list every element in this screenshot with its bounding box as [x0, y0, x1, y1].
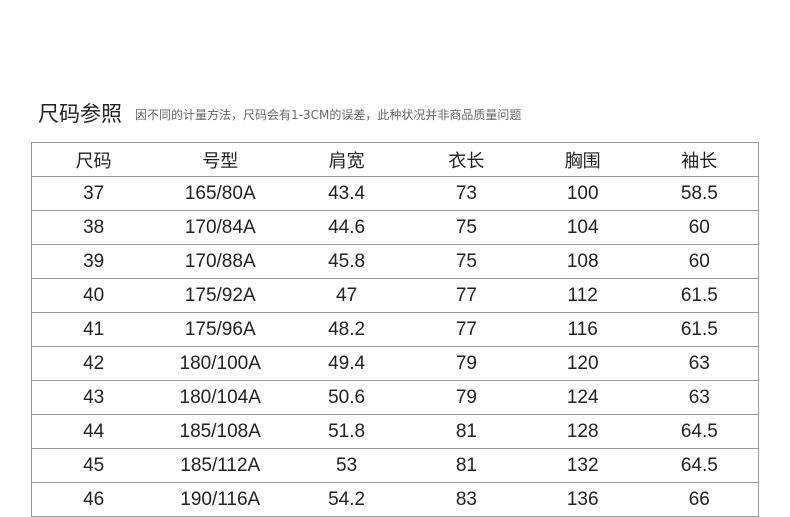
- table-cell: 64.5: [640, 448, 759, 483]
- header-row: 尺码 号型 肩宽 衣长 胸围 袖长: [31, 142, 759, 177]
- table-cell: 39: [31, 244, 156, 279]
- table-cell: 81: [407, 414, 525, 449]
- table-cell: 44: [31, 414, 156, 449]
- table-cell: 132: [524, 448, 641, 483]
- table-cell: 63: [640, 380, 759, 415]
- table-row: 43 180/104A 50.6 79 124 63: [31, 380, 759, 415]
- column-header: 袖长: [640, 142, 759, 177]
- table-cell: 185/108A: [155, 414, 286, 449]
- table-cell: 41: [31, 312, 156, 347]
- table-cell: 38: [31, 210, 156, 245]
- table-row: 44 185/108A 51.8 81 128 64.5: [31, 414, 759, 449]
- table-cell: 108: [524, 244, 641, 279]
- table-cell: 64.5: [640, 414, 759, 449]
- table-cell: 79: [407, 380, 525, 415]
- table-cell: 47: [285, 278, 408, 313]
- table-cell: 75: [407, 244, 525, 279]
- table-cell: 128: [524, 414, 641, 449]
- table-cell: 45.8: [285, 244, 408, 279]
- size-table: 尺码 号型 肩宽 衣长 胸围 袖长 37 165/80A 43.4 73 100 58.5 38 170…: [31, 142, 759, 517]
- table-row: 42 180/100A 49.4 79 120 63: [31, 346, 759, 381]
- table-cell: 63: [640, 346, 759, 381]
- table-cell: 58.5: [640, 176, 759, 211]
- table-cell: 190/116A: [155, 482, 286, 517]
- table-cell: 175/92A: [155, 278, 286, 313]
- table-cell: 48.2: [285, 312, 408, 347]
- table-cell: 185/112A: [155, 448, 286, 483]
- table-cell: 61.5: [640, 312, 759, 347]
- table-cell: 180/104A: [155, 380, 286, 415]
- table-cell: 104: [524, 210, 641, 245]
- column-header: 胸围: [524, 142, 641, 177]
- table-cell: 37: [31, 176, 156, 211]
- table-cell: 77: [407, 312, 525, 347]
- table-cell: 81: [407, 448, 525, 483]
- table-row: 39 170/88A 45.8 75 108 60: [31, 244, 759, 279]
- table-cell: 51.8: [285, 414, 408, 449]
- table-cell: 43.4: [285, 176, 408, 211]
- table-cell: 77: [407, 278, 525, 313]
- table-row: 38 170/84A 44.6 75 104 60: [31, 210, 759, 245]
- table-cell: 136: [524, 482, 641, 517]
- table-cell: 170/84A: [155, 210, 286, 245]
- table-cell: 73: [407, 176, 525, 211]
- table-cell: 61.5: [640, 278, 759, 313]
- table-cell: 66: [640, 482, 759, 517]
- table-cell: 60: [640, 210, 759, 245]
- table-row: 37 165/80A 43.4 73 100 58.5: [31, 176, 759, 211]
- table-cell: 60: [640, 244, 759, 279]
- table-cell: 116: [524, 312, 641, 347]
- table-cell: 46: [31, 482, 156, 517]
- column-header: 衣长: [407, 142, 525, 177]
- table-cell: 180/100A: [155, 346, 286, 381]
- table-row: 40 175/92A 47 77 112 61.5: [31, 278, 759, 313]
- measurement-note: 因不同的计量方法，尺码会有1-3CM的误差，此种状况并非商品质量问题: [135, 108, 522, 122]
- table-cell: 75: [407, 210, 525, 245]
- table-row: 45 185/112A 53 81 132 64.5: [31, 448, 759, 483]
- table-cell: 44.6: [285, 210, 408, 245]
- table-row: 46 190/116A 54.2 83 136 66: [31, 482, 759, 517]
- table-cell: 170/88A: [155, 244, 286, 279]
- column-header: 尺码: [31, 142, 156, 177]
- table-cell: 112: [524, 278, 641, 313]
- table-cell: 50.6: [285, 380, 408, 415]
- column-header: 肩宽: [285, 142, 408, 177]
- table-cell: 43: [31, 380, 156, 415]
- table-cell: 42: [31, 346, 156, 381]
- table-cell: 54.2: [285, 482, 408, 517]
- table-cell: 79: [407, 346, 525, 381]
- table-cell: 120: [524, 346, 641, 381]
- table-cell: 83: [407, 482, 525, 517]
- table-cell: 175/96A: [155, 312, 286, 347]
- table-cell: 40: [31, 278, 156, 313]
- table-row: 41 175/96A 48.2 77 116 61.5: [31, 312, 759, 347]
- table-cell: 53: [285, 448, 408, 483]
- column-header: 号型: [155, 142, 286, 177]
- table-cell: 165/80A: [155, 176, 286, 211]
- page-title: 尺码参照: [38, 102, 122, 126]
- table-cell: 49.4: [285, 346, 408, 381]
- table-cell: 124: [524, 380, 641, 415]
- table-cell: 45: [31, 448, 156, 483]
- table-cell: 100: [524, 176, 641, 211]
